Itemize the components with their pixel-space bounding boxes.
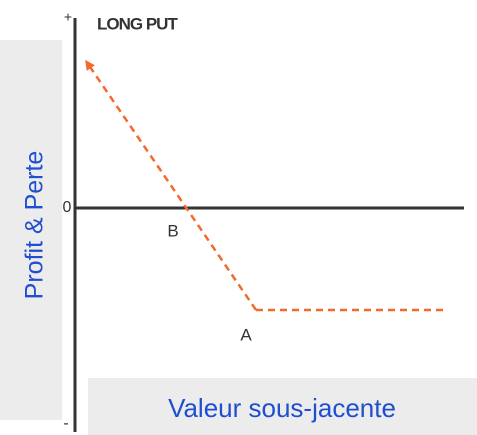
y-label: Profit & Perte [21, 151, 49, 300]
plus-sign: + [64, 9, 72, 25]
point-b: B [167, 221, 178, 240]
zero-label: 0 [63, 199, 72, 216]
x-label: Valeur sous-jacente [168, 393, 396, 423]
x-label-box [88, 378, 477, 435]
title: LONG PUT [97, 14, 178, 33]
minus-sign: - [63, 415, 68, 432]
y-label-box [0, 40, 62, 420]
payoff-slope [85, 59, 258, 311]
point-a: A [240, 325, 252, 344]
